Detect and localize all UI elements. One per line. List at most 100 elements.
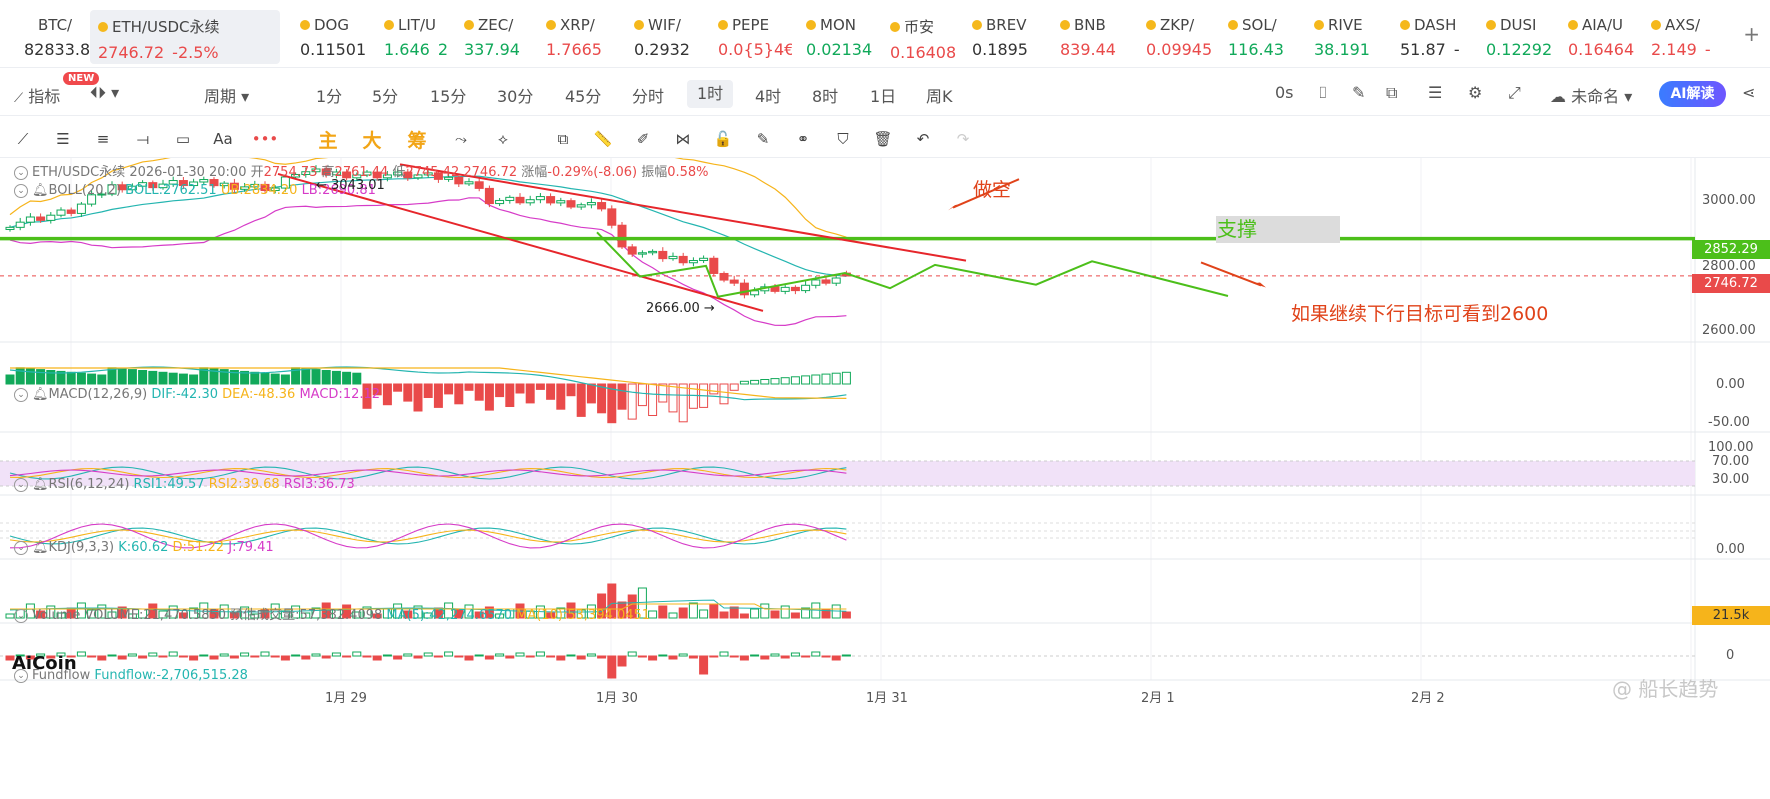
collapse-icon[interactable]: ⌄ [14, 165, 28, 180]
fundflow-bar [709, 655, 719, 658]
ticker-item[interactable]: DASH 51.87- [1392, 10, 1474, 64]
volume-bar [739, 613, 749, 619]
ai-interpret-button[interactable]: AI解读 [1659, 81, 1726, 107]
bell-icon[interactable]: 🔔︎ [32, 477, 49, 492]
volume-bar [189, 607, 199, 619]
share-icon[interactable]: ⋖ [1742, 83, 1756, 102]
volume-bar [770, 610, 780, 619]
fundflow-bar [189, 655, 199, 661]
ticker-item[interactable]: BREV 0.1895 [964, 10, 1046, 64]
ticker-item[interactable]: ETH/USDC永续 2746.72 -2.5% [90, 10, 280, 64]
ticker-item[interactable]: MON 0.02134 [798, 10, 880, 64]
horizontal-line-icon[interactable]: ⟞ [136, 130, 150, 148]
link-icon[interactable]: ⚭ [796, 130, 810, 148]
volume-bar [658, 605, 668, 619]
interval-tab[interactable]: 分时 [632, 87, 665, 106]
indicator-button[interactable]: ⟋ 指标 [14, 83, 60, 107]
collapse-icon[interactable]: ⌄ [14, 387, 28, 402]
ticker-item[interactable]: DOG 0.11501 [292, 10, 374, 64]
collapse-icon[interactable]: ⌄ [14, 608, 28, 623]
window-icon[interactable]: ⧉ [1386, 83, 1398, 102]
candle-body [780, 286, 790, 292]
ticker-item[interactable]: LIT/U 1.646 2 [376, 10, 458, 64]
text-tool-icon[interactable]: Aa [213, 130, 233, 148]
period-dropdown[interactable]: 周期 ▾ [204, 87, 250, 106]
ruler-icon[interactable]: 📏 [593, 130, 613, 148]
macd-bar [250, 371, 260, 385]
collapse-icon[interactable]: ⌄ [14, 183, 28, 198]
interval-tab[interactable]: 1分 [316, 87, 343, 106]
macd-tick: 0.00 [1716, 377, 1745, 392]
macd-bar [801, 375, 811, 385]
volume-bar [280, 610, 290, 619]
interval-tab[interactable]: 周K [926, 87, 953, 106]
ticker-item[interactable]: SOL/116.43 [1220, 10, 1302, 64]
interval-tab[interactable]: 30分 [497, 87, 534, 106]
collapse-icon[interactable]: ⌄ [14, 668, 28, 683]
chart-canvas[interactable] [0, 147, 1770, 799]
interval-tab[interactable]: 15分 [430, 87, 467, 106]
ticker-item[interactable]: 币安 0.16408 [882, 10, 964, 64]
redo-icon[interactable]: ↷ [956, 130, 970, 148]
ticker-item[interactable]: XRP/1.7665 [538, 10, 620, 64]
macd-bar [280, 374, 290, 385]
ticker-item[interactable]: RIVE 38.191 [1306, 10, 1388, 64]
fib-tool-icon[interactable]: ⤳ [454, 130, 467, 148]
interval-tab[interactable]: 5分 [372, 87, 399, 106]
brush-icon[interactable]: ✐ [636, 130, 650, 148]
layout-dropdown[interactable]: ☁ 未命名 ▾ [1550, 87, 1633, 106]
interval-tab[interactable]: 4时 [755, 87, 782, 106]
bell-icon[interactable]: 🔔︎ [32, 540, 49, 555]
candle-body [607, 208, 617, 226]
ticker-item[interactable]: WIF/0.2932 [626, 10, 708, 64]
collapse-icon[interactable]: ⌄ [14, 477, 28, 492]
magnet-icon[interactable]: ⋈ [675, 130, 691, 148]
ticker-price: 0.12292 [1486, 40, 1553, 59]
ticker-item[interactable]: AXS/2.149- [1643, 10, 1725, 64]
big-order-tool[interactable]: 大 [362, 129, 382, 152]
filter-icon[interactable]: ⛉ [837, 130, 849, 148]
chip-tool[interactable]: 筹 [407, 129, 427, 152]
interval-tab[interactable]: 1时 [687, 80, 734, 108]
ticker-price: 1.646 [384, 40, 430, 59]
ticker-item[interactable]: DUSI 0.12292 [1478, 10, 1560, 64]
chart-area[interactable]: ⌄ ETH/USDC永续 2026-01-30 20:00 开2754.73 高2… [0, 147, 1770, 799]
lock-icon[interactable]: 🔓 [713, 130, 733, 148]
period-tools-icon[interactable]: ⏴⏵ ▾ [90, 83, 120, 102]
ticker-item[interactable]: BTC/82833.8 [16, 10, 98, 64]
add-ticker-icon[interactable]: + [1743, 22, 1760, 46]
ticker-item[interactable]: BNB 839.44 [1052, 10, 1134, 64]
more-tools-icon[interactable]: ••• [251, 130, 279, 148]
camera-icon[interactable]: ⌷ [1318, 83, 1328, 102]
ticker-symbol: BREV [986, 16, 1027, 34]
bell-icon[interactable]: 🔔︎ [32, 387, 49, 402]
ticker-item[interactable]: ZKP/0.09945 [1138, 10, 1220, 64]
trash-icon[interactable]: 🗑 [873, 130, 893, 148]
main-chart-tool[interactable]: 主 [318, 129, 338, 152]
candle-body [260, 183, 270, 192]
undo-icon[interactable]: ↶ [916, 130, 930, 148]
line-tool-icon[interactable]: ⟋ [17, 130, 29, 148]
pen-icon[interactable]: ✎ [1352, 83, 1366, 102]
parallel-lines-icon[interactable]: ≡ [96, 130, 110, 148]
collapse-icon[interactable]: ⌄ [14, 540, 28, 555]
interval-tab[interactable]: 8时 [812, 87, 839, 106]
measure-tool-icon[interactable]: ⟡ [498, 130, 508, 148]
multi-line-icon[interactable]: ☰ [56, 130, 70, 148]
ticker-item[interactable]: ZEC/337.94 [456, 10, 538, 64]
copy-icon[interactable]: ⧉ [557, 130, 569, 148]
macd-bar [5, 374, 15, 385]
list-icon[interactable]: ☰ [1428, 83, 1443, 102]
candle-body [637, 252, 647, 255]
ticker-name: PEPE [718, 16, 792, 34]
edit-icon[interactable]: ✎ [756, 130, 770, 148]
ticker-item[interactable]: AIA/U 0.16464 [1560, 10, 1642, 64]
change-value: -0.29%(-8.06) [547, 165, 638, 180]
rectangle-icon[interactable]: ▭ [175, 130, 191, 148]
ticker-item[interactable]: PEPE 0.0{5}4€ [710, 10, 792, 64]
settings-icon[interactable]: ⚙ [1468, 83, 1483, 102]
bell-icon[interactable]: 🔔︎ [32, 183, 49, 198]
fullscreen-icon[interactable]: ⤢ [1508, 83, 1521, 102]
interval-tab[interactable]: 45分 [565, 87, 602, 106]
interval-tab[interactable]: 1日 [870, 87, 897, 106]
